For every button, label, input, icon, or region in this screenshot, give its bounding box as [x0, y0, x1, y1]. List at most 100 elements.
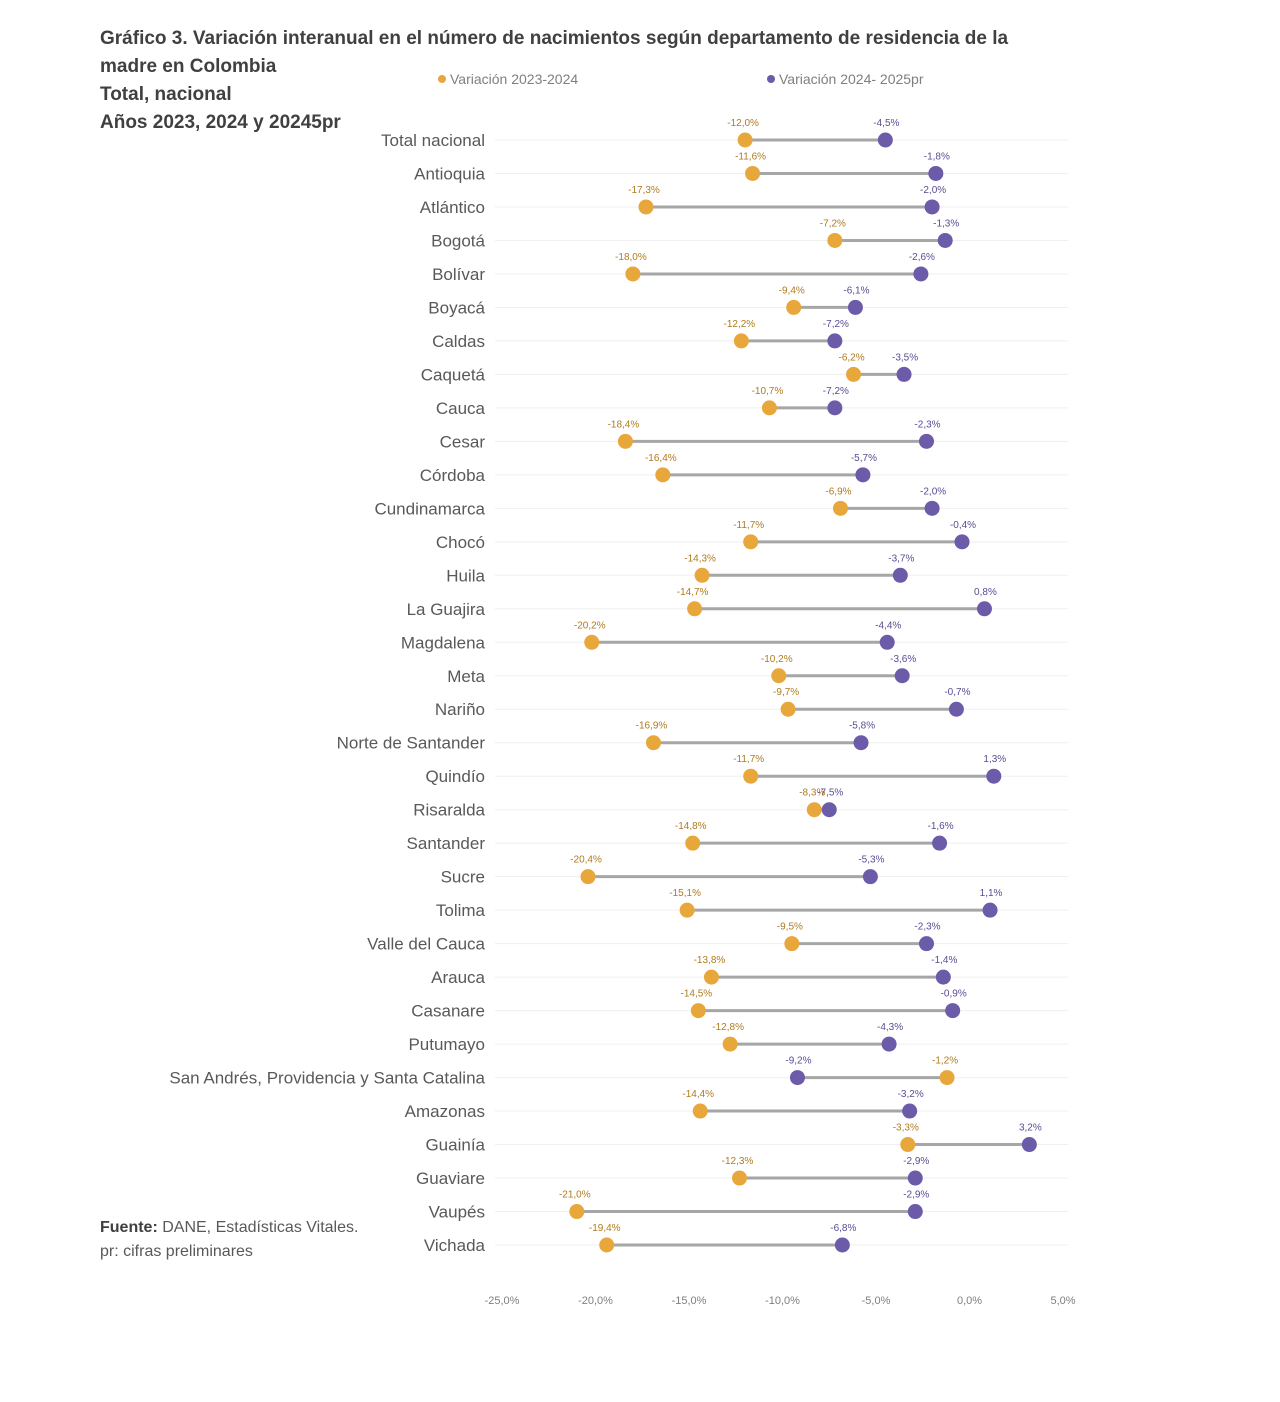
- point-2023-2024: [690, 1003, 706, 1019]
- point-2024-2025: [896, 366, 912, 382]
- point-2023-2024: [638, 199, 654, 215]
- point-2023-2024: [786, 299, 802, 315]
- data-label-2023-2024: -16,4%: [645, 453, 677, 464]
- chart-title-line-1: Gráfico 3. Variación interanual en el nú…: [100, 28, 1009, 49]
- chart-subtitle: Total, nacional: [100, 84, 232, 105]
- category-label: Norte de Santander: [337, 734, 486, 753]
- data-label-2024-2025: -9,2%: [785, 1056, 811, 1067]
- category-label: Risaralda: [413, 801, 485, 820]
- point-2023-2024: [743, 534, 759, 550]
- data-label-2024-2025: -7,2%: [823, 386, 849, 397]
- category-label: Caldas: [432, 332, 485, 351]
- data-label-2024-2025: 0,8%: [974, 587, 997, 598]
- legend-marker-2023-2024: [438, 75, 446, 84]
- data-label-2024-2025: 1,3%: [983, 754, 1006, 765]
- data-label-2023-2024: -12,8%: [712, 1022, 744, 1033]
- point-2023-2024: [780, 701, 796, 717]
- point-2024-2025: [948, 701, 964, 717]
- x-tick-label: -15,0%: [672, 1295, 707, 1307]
- category-label: La Guajira: [407, 600, 486, 619]
- data-label-2024-2025: -2,9%: [903, 1156, 929, 1167]
- data-label-2023-2024: -14,3%: [684, 553, 716, 564]
- data-label-2023-2024: -12,2%: [724, 319, 756, 330]
- data-label-2023-2024: -21,0%: [559, 1190, 591, 1201]
- data-label-2023-2024: -20,4%: [570, 855, 602, 866]
- data-label-2023-2024: -18,0%: [615, 252, 647, 263]
- point-2024-2025: [1021, 1137, 1037, 1153]
- point-2024-2025: [789, 1070, 805, 1086]
- chart-title-line-2: madre en Colombia: [100, 56, 277, 77]
- point-2023-2024: [832, 500, 848, 516]
- point-2024-2025: [855, 467, 871, 483]
- point-2023-2024: [694, 567, 710, 583]
- data-label-2024-2025: 3,2%: [1019, 1123, 1042, 1134]
- data-label-2024-2025: -0,4%: [950, 520, 976, 531]
- category-label: Atlántico: [420, 198, 485, 217]
- data-label-2024-2025: -2,6%: [909, 252, 935, 263]
- data-label-2024-2025: -2,9%: [903, 1190, 929, 1201]
- point-2023-2024: [743, 768, 759, 784]
- point-2024-2025: [924, 199, 940, 215]
- data-label-2023-2024: -17,3%: [628, 185, 660, 196]
- data-label-2024-2025: -1,8%: [924, 151, 950, 162]
- data-label-2023-2024: -1,2%: [932, 1056, 958, 1067]
- data-label-2024-2025: -4,5%: [873, 118, 899, 129]
- category-label: Guaviare: [416, 1169, 485, 1188]
- data-label-2023-2024: -19,4%: [589, 1223, 621, 1234]
- category-label: Tolima: [436, 901, 486, 920]
- data-label-2023-2024: -7,2%: [820, 218, 846, 229]
- data-label-2024-2025: -2,3%: [914, 922, 940, 933]
- point-2024-2025: [928, 165, 944, 181]
- category-label: Córdoba: [420, 466, 486, 485]
- data-label-2024-2025: -4,3%: [877, 1022, 903, 1033]
- data-label-2023-2024: -8,3%: [799, 788, 825, 799]
- data-label-2024-2025: -3,5%: [892, 352, 918, 363]
- x-tick-label: -25,0%: [485, 1295, 520, 1307]
- point-2024-2025: [913, 266, 929, 282]
- data-label-2023-2024: -10,7%: [752, 386, 784, 397]
- x-tick-label: -20,0%: [578, 1295, 613, 1307]
- point-2024-2025: [918, 936, 934, 952]
- category-label: Magdalena: [401, 633, 486, 652]
- category-label: Putumayo: [408, 1035, 485, 1054]
- legend-label-2024-2025: Variación 2024- 2025pr: [779, 71, 924, 87]
- category-label: Total nacional: [381, 131, 485, 150]
- data-label-2023-2024: -13,8%: [694, 955, 726, 966]
- category-label: Guainía: [425, 1136, 485, 1155]
- point-2023-2024: [685, 835, 701, 851]
- point-2024-2025: [847, 299, 863, 315]
- category-label: Cundinamarca: [374, 499, 485, 518]
- data-label-2023-2024: -16,9%: [636, 721, 668, 732]
- category-label: Valle del Cauca: [367, 935, 485, 954]
- point-2024-2025: [932, 835, 948, 851]
- data-label-2024-2025: -2,0%: [920, 486, 946, 497]
- point-2023-2024: [731, 1170, 747, 1186]
- category-label: Vaupés: [429, 1203, 485, 1222]
- data-label-2024-2025: -3,7%: [888, 553, 914, 564]
- legend-label-2023-2024: Variación 2023-2024: [450, 71, 579, 87]
- category-label: Nariño: [435, 700, 485, 719]
- data-label-2024-2025: -5,8%: [849, 721, 875, 732]
- point-2023-2024: [733, 333, 749, 349]
- data-label-2023-2024: -9,7%: [773, 687, 799, 698]
- data-label-2024-2025: -1,6%: [928, 821, 954, 832]
- point-2023-2024: [599, 1237, 615, 1253]
- point-2023-2024: [584, 634, 600, 650]
- category-label: Bogotá: [431, 231, 485, 250]
- category-label: Meta: [447, 667, 485, 686]
- point-2024-2025: [918, 433, 934, 449]
- category-label: Cesar: [440, 432, 486, 451]
- point-2024-2025: [881, 1036, 897, 1052]
- data-label-2024-2025: -7,2%: [823, 319, 849, 330]
- category-label: Antioquia: [414, 164, 485, 183]
- data-label-2024-2025: -6,1%: [843, 285, 869, 296]
- point-2023-2024: [703, 969, 719, 985]
- data-label-2023-2024: -11,7%: [733, 754, 764, 765]
- data-label-2023-2024: -3,3%: [893, 1123, 919, 1134]
- point-2023-2024: [617, 433, 633, 449]
- point-2024-2025: [976, 601, 992, 617]
- data-label-2023-2024: -9,5%: [777, 922, 803, 933]
- x-tick-label: 0,0%: [957, 1295, 982, 1307]
- source-text: DANE, Estadísticas Vitales.: [157, 1219, 359, 1236]
